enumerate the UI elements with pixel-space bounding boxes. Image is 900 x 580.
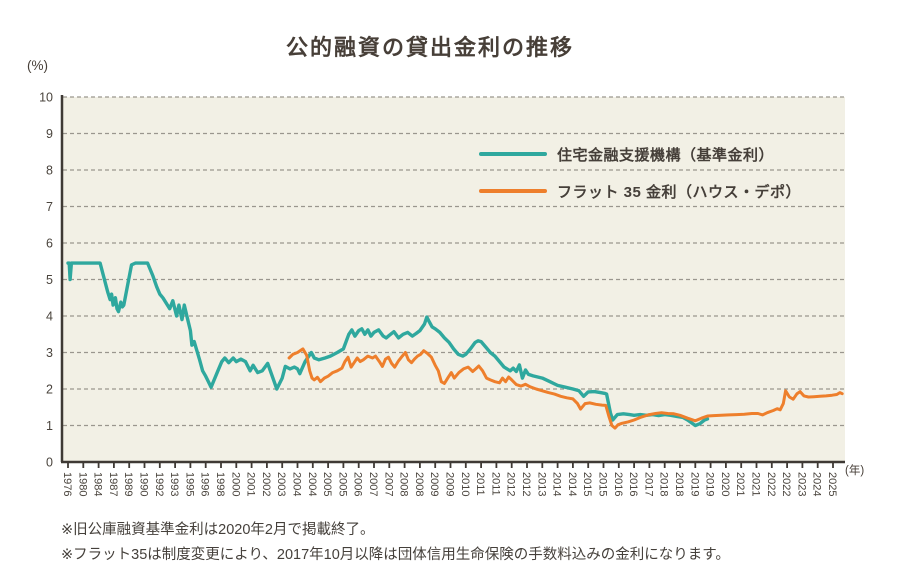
x-tick-label-8: 1995	[183, 472, 195, 496]
x-tick-label-15: 2004	[291, 472, 303, 496]
x-tick-label-5: 1990	[138, 472, 150, 496]
x-tick-label-24: 2009	[428, 472, 440, 496]
x-tick-label-4: 1989	[122, 472, 134, 496]
x-tick-label-11: 2000	[229, 472, 241, 496]
x-tick-label-9: 1996	[199, 472, 211, 496]
legend-label-kikou: 住宅金融支援機構（基準金利）	[557, 146, 775, 164]
x-tick-label-26: 2010	[459, 472, 471, 496]
y-tick-label-8: 8	[46, 164, 53, 178]
x-tick-label-6: 1992	[153, 472, 165, 496]
legend-item-flat35: フラット 35 金利（ハウス・デポ）	[479, 182, 802, 201]
y-tick-label-0: 0	[46, 456, 53, 470]
legend-swatch-orange	[479, 189, 547, 193]
x-tick-label-13: 2002	[260, 472, 272, 496]
x-tick-label-27: 2011	[474, 472, 486, 496]
x-tick-label-20: 2007	[367, 472, 379, 496]
x-tick-label-10: 1998	[214, 472, 226, 496]
chart-legend: 住宅金融支援機構（基準金利） フラット 35 金利（ハウス・デポ）	[479, 145, 801, 219]
y-tick-label-10: 10	[39, 91, 53, 105]
x-tick-label-12: 2001	[245, 472, 257, 496]
x-tick-label-7: 1993	[168, 472, 180, 496]
x-tick-label-18: 2005	[336, 472, 348, 496]
x-tick-label-38: 2017	[642, 472, 654, 496]
x-tick-label-25: 2009	[444, 472, 456, 496]
y-tick-label-2: 2	[46, 383, 53, 397]
y-tick-label-5: 5	[46, 273, 53, 287]
x-tick-label-40: 2018	[673, 472, 685, 496]
y-tick-label-6: 6	[46, 237, 53, 251]
x-tick-label-14: 2003	[275, 472, 287, 496]
x-tick-label-39: 2018	[658, 472, 670, 496]
x-tick-label-0: 1976	[61, 472, 73, 496]
y-tick-label-7: 7	[46, 200, 53, 214]
footnotes: ※旧公庫融資基準金利は2020年2月で掲載終了。 ※フラット35は制度変更により…	[61, 518, 730, 568]
x-tick-label-28: 2011	[489, 472, 501, 496]
footnote-2: ※フラット35は制度変更により、2017年10月以降は団体信用生命保険の手数料込…	[61, 547, 730, 563]
legend-swatch-teal	[479, 152, 547, 156]
y-tick-label-1: 1	[46, 419, 53, 433]
x-tick-label-34: 2015	[581, 472, 593, 496]
x-tick-label-46: 2022	[765, 472, 777, 496]
x-tick-label-43: 2020	[719, 472, 731, 496]
x-tick-label-21: 2007	[382, 472, 394, 496]
x-tick-label-30: 2012	[520, 472, 532, 496]
x-tick-label-17: 2005	[321, 472, 333, 496]
footnote-1: ※旧公庫融資基準金利は2020年2月で掲載終了。	[61, 522, 375, 538]
x-tick-label-16: 2004	[306, 472, 318, 496]
line-chart: 0 1 2 3 4 5 6 7 8 9 10 1976 1980 1984 1987 1989 1990 1992…	[39, 91, 845, 496]
x-tick-label-2: 1984	[92, 472, 104, 496]
legend-label-flat35: フラット 35 金利（ハウス・デポ）	[557, 183, 802, 201]
series-line-flat35	[287, 347, 844, 430]
x-tick-label-35: 2015	[597, 472, 609, 496]
x-tick-label-42: 2019	[704, 472, 716, 496]
x-tick-label-22: 2008	[398, 472, 410, 496]
x-tick-label-50: 2025	[826, 472, 838, 496]
x-tick-label-33: 2014	[566, 472, 578, 496]
y-tick-label-4: 4	[46, 310, 53, 324]
x-tick-label-41: 2019	[688, 472, 700, 496]
x-tick-label-49: 2024	[811, 472, 823, 496]
x-tick-label-36: 2016	[612, 472, 624, 496]
x-tick-label-1: 1980	[76, 472, 88, 496]
x-tick-label-48: 2023	[795, 472, 807, 496]
y-axis-unit-label: (%)	[27, 58, 48, 73]
x-tick-label-3: 1987	[107, 472, 119, 496]
x-tick-label-32: 2014	[551, 472, 563, 496]
x-tick-label-19: 2006	[352, 472, 364, 496]
x-tick-label-47: 2022	[780, 472, 792, 496]
legend-item-kikou: 住宅金融支援機構（基準金利）	[479, 145, 801, 164]
y-tick-label-3: 3	[46, 346, 53, 360]
x-tick-label-44: 2021	[734, 472, 746, 496]
x-axis-unit-label: (年)	[845, 465, 865, 477]
series-line-kikou	[66, 261, 710, 428]
x-tick-label-31: 2013	[535, 472, 547, 496]
page-title: 公的融資の貸出金利の推移	[285, 35, 574, 60]
y-tick-label-9: 9	[46, 127, 53, 141]
x-tick-label-45: 2021	[750, 472, 762, 496]
x-tick-label-37: 2016	[627, 472, 639, 496]
x-tick-label-23: 2008	[413, 472, 425, 496]
x-tick-label-29: 2012	[505, 472, 517, 496]
